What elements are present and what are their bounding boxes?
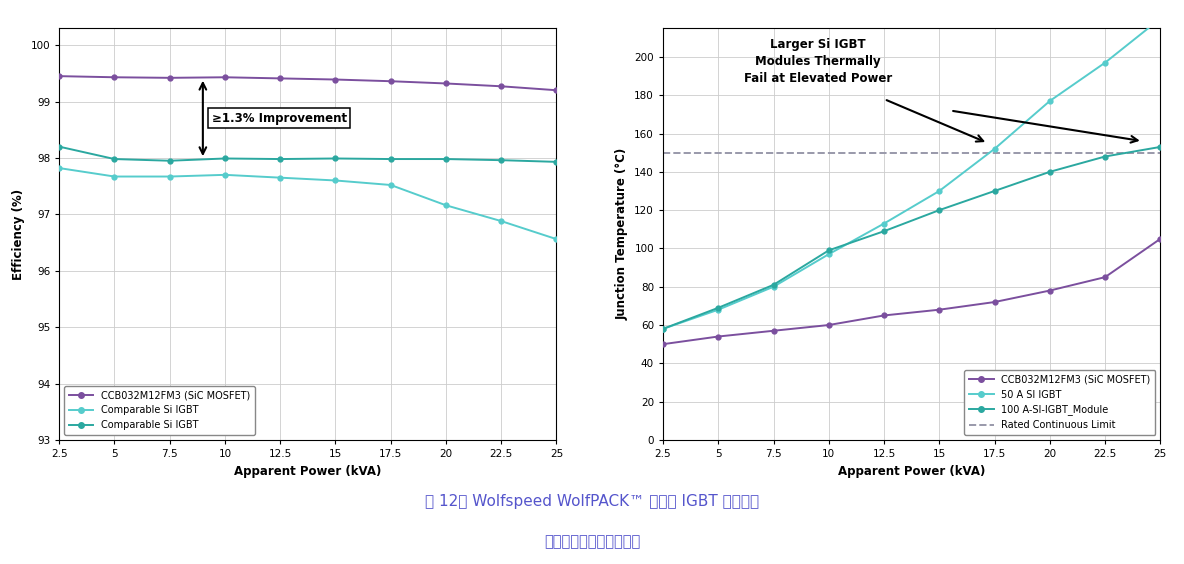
Text: 在效率和热学方面的比较: 在效率和热学方面的比较 [543,534,641,549]
X-axis label: Apparent Power (kVA): Apparent Power (kVA) [234,465,381,478]
Y-axis label: Junction Temperature (°C): Junction Temperature (°C) [616,148,629,320]
Y-axis label: Efficiency (%): Efficiency (%) [12,188,25,280]
Text: ≥1.3% Improvement: ≥1.3% Improvement [212,112,347,125]
X-axis label: Apparent Power (kVA): Apparent Power (kVA) [838,465,985,478]
Text: Larger Si IGBT
Modules Thermally
Fail at Elevated Power: Larger Si IGBT Modules Thermally Fail at… [744,38,892,85]
Text: 图 12： Wolfspeed WolfPACK™ 模块与 IGBT 解决方案: 图 12： Wolfspeed WolfPACK™ 模块与 IGBT 解决方案 [425,495,759,509]
Legend: CCB032M12FM3 (SiC MOSFET), 50 A SI IGBT, 100 A-SI-IGBT_Module, Rated Continuous : CCB032M12FM3 (SiC MOSFET), 50 A SI IGBT,… [965,370,1156,435]
Legend: CCB032M12FM3 (SiC MOSFET), Comparable Si IGBT, Comparable Si IGBT: CCB032M12FM3 (SiC MOSFET), Comparable Si… [64,386,255,435]
